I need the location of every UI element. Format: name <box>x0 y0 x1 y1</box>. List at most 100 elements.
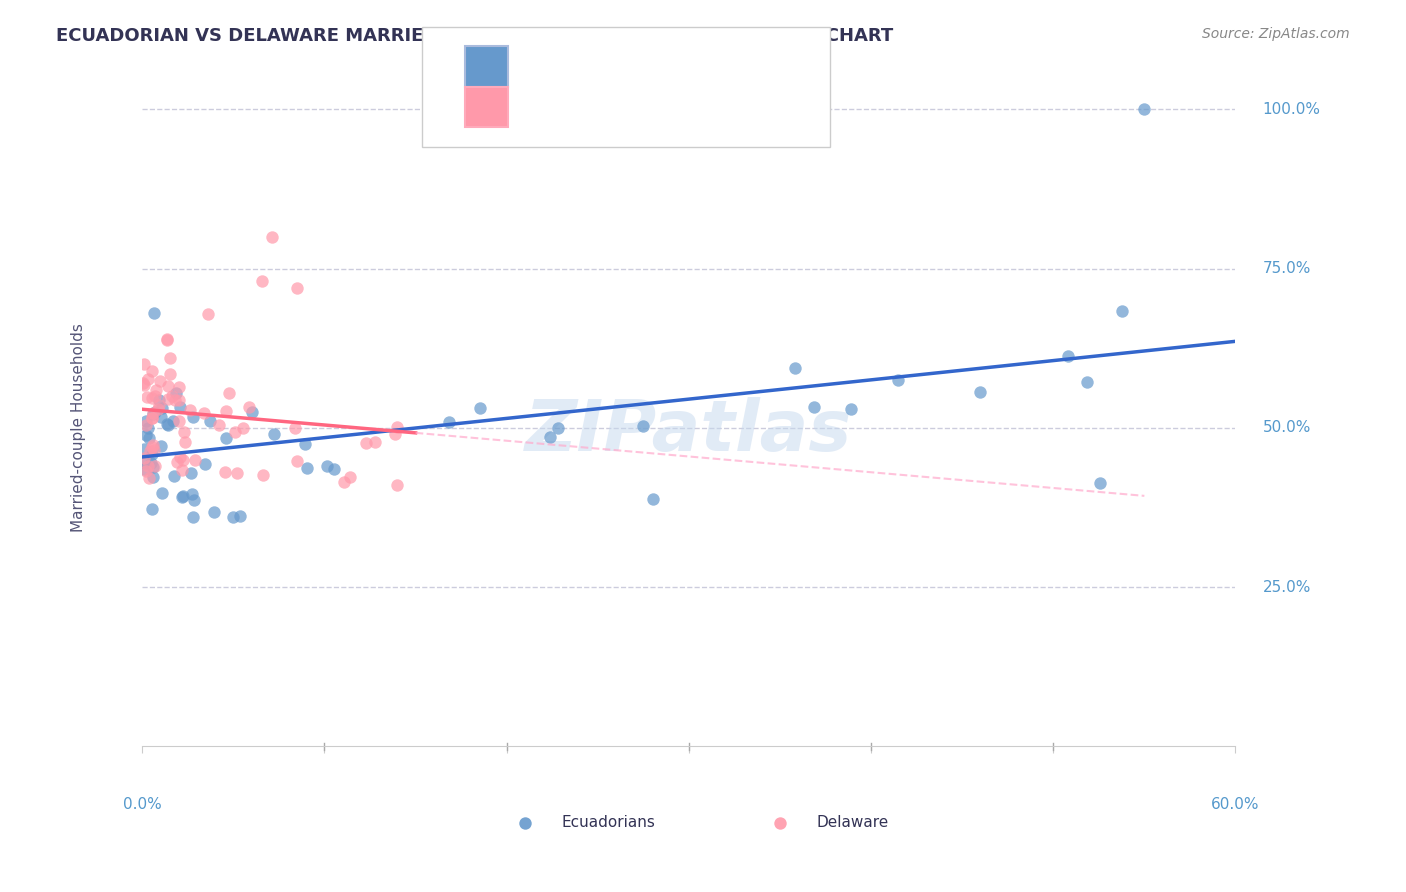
Point <box>803 400 825 414</box>
Text: 61: 61 <box>623 57 645 75</box>
Point <box>224 425 246 439</box>
Point <box>240 404 263 418</box>
Text: Delaware: Delaware <box>817 815 889 830</box>
Text: -0.390: -0.390 <box>541 98 600 116</box>
Point <box>143 458 166 473</box>
Text: 67: 67 <box>623 98 645 116</box>
Point <box>333 475 356 490</box>
Point <box>143 405 166 419</box>
Point <box>159 351 181 365</box>
Point <box>156 332 179 346</box>
Point <box>181 487 204 501</box>
Point <box>174 434 197 449</box>
Point <box>159 367 181 381</box>
Point <box>218 386 240 401</box>
Point <box>215 431 238 445</box>
Point <box>143 306 166 320</box>
Point <box>135 417 157 432</box>
Point <box>139 456 162 470</box>
Point <box>322 462 344 476</box>
Point <box>198 414 221 428</box>
Point <box>149 374 172 388</box>
Text: 75.0%: 75.0% <box>1263 261 1312 276</box>
Text: 60.0%: 60.0% <box>1211 797 1260 813</box>
Point <box>208 417 231 432</box>
Point <box>631 418 654 433</box>
Point <box>132 451 155 466</box>
Point <box>969 385 991 400</box>
Point <box>172 489 194 503</box>
Point <box>134 462 156 476</box>
Point <box>180 466 202 480</box>
Point <box>214 466 236 480</box>
Point <box>238 400 260 414</box>
Point <box>384 427 406 442</box>
Point <box>142 460 165 475</box>
Text: Married-couple Households: Married-couple Households <box>72 324 86 533</box>
Point <box>221 509 243 524</box>
Point <box>285 454 308 468</box>
Point <box>138 431 160 445</box>
Point <box>138 471 160 485</box>
Point <box>887 373 910 387</box>
Point <box>165 385 187 400</box>
Point <box>141 410 163 425</box>
Point <box>193 406 215 420</box>
Point <box>136 459 159 474</box>
Point <box>215 404 238 418</box>
Point <box>315 458 337 473</box>
Point <box>136 372 159 386</box>
Point <box>252 467 274 482</box>
Point <box>132 378 155 392</box>
Point <box>134 442 156 457</box>
Point <box>194 457 217 471</box>
Point <box>183 510 205 524</box>
Point <box>641 491 664 506</box>
Point <box>163 469 186 483</box>
Point <box>225 466 247 480</box>
Point <box>364 435 387 450</box>
Point <box>139 443 162 458</box>
Point <box>162 414 184 428</box>
Point <box>145 383 167 397</box>
Point <box>156 417 179 432</box>
Point <box>170 463 193 477</box>
Text: R =: R = <box>509 98 540 116</box>
Point <box>141 411 163 425</box>
Point <box>1090 475 1112 490</box>
Point <box>294 437 316 451</box>
Point <box>385 478 408 492</box>
Point <box>1056 349 1078 363</box>
Point <box>135 390 157 404</box>
Point <box>285 281 308 295</box>
Point <box>167 414 190 428</box>
Point <box>839 402 862 417</box>
Point <box>385 420 408 434</box>
Point <box>156 417 179 431</box>
Point <box>150 409 173 424</box>
Point <box>141 408 163 422</box>
Point <box>339 470 361 484</box>
Point <box>156 378 179 392</box>
Point <box>141 501 163 516</box>
Text: Source: ZipAtlas.com: Source: ZipAtlas.com <box>1202 27 1350 41</box>
Point <box>1111 303 1133 318</box>
Point <box>769 815 792 830</box>
Point <box>468 401 491 416</box>
Point <box>513 815 536 830</box>
Point <box>142 406 165 420</box>
Point <box>135 465 157 479</box>
Point <box>156 333 179 347</box>
Point <box>172 453 194 467</box>
Point <box>160 389 183 403</box>
Text: 100.0%: 100.0% <box>1263 102 1320 117</box>
Point <box>134 456 156 470</box>
Point <box>170 490 193 504</box>
Point <box>181 410 204 425</box>
Point <box>132 376 155 390</box>
Point <box>167 392 190 407</box>
Point <box>295 461 318 475</box>
Point <box>148 398 170 412</box>
Point <box>146 401 169 416</box>
Point <box>783 361 806 376</box>
